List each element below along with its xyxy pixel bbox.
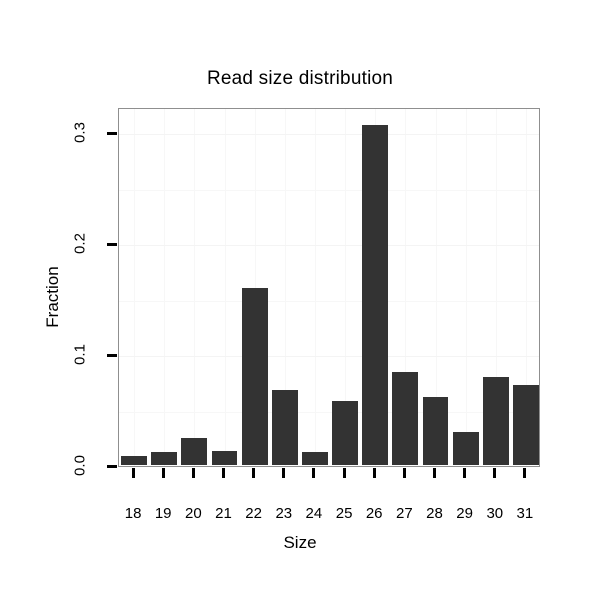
x-axis-tick	[493, 468, 497, 478]
bar	[422, 396, 449, 465]
gridline-vertical	[405, 109, 407, 466]
y-axis-tick-label: 0.2	[71, 233, 89, 254]
gridline-vertical	[345, 109, 347, 466]
bar	[241, 288, 268, 465]
y-axis-tick-label: 0.0	[71, 455, 89, 476]
bar	[302, 452, 328, 465]
bar	[362, 124, 389, 465]
x-axis-tick	[222, 468, 225, 478]
y-axis-tick	[107, 464, 117, 468]
bar	[392, 371, 419, 465]
bar	[482, 376, 509, 465]
gridline-vertical	[435, 109, 437, 466]
gridline-vertical	[134, 109, 136, 466]
x-axis-title: Size	[283, 533, 317, 552]
x-axis-tick	[433, 468, 436, 478]
bar	[181, 437, 208, 465]
x-axis-tick	[523, 468, 527, 478]
x-axis-tick-label: 26	[365, 505, 383, 522]
bar	[271, 389, 298, 465]
x-axis-tick	[252, 468, 256, 478]
bar	[151, 452, 178, 465]
x-axis-tick-label: 27	[396, 505, 413, 522]
y-axis-tick	[107, 242, 117, 246]
bar	[452, 431, 479, 465]
gridline-horizontal-major	[119, 134, 539, 135]
y-axis-tick	[107, 353, 117, 357]
gridline-vertical	[314, 109, 316, 466]
gridline-vertical	[495, 109, 497, 466]
y-axis-tick	[107, 131, 117, 135]
x-axis-tick-label: 25	[335, 505, 353, 522]
plot-panel	[118, 108, 540, 467]
x-axis-tick	[372, 468, 376, 478]
gridline-horizontal-minor	[119, 300, 539, 302]
bar	[211, 450, 238, 465]
gridline-horizontal-minor	[119, 189, 539, 191]
gridline-horizontal-major	[119, 245, 539, 246]
x-axis-tick-label: 20	[185, 505, 202, 522]
x-axis-tick-label: 22	[245, 505, 262, 522]
gridline-vertical	[525, 109, 527, 466]
y-axis-tick-label: 0.3	[71, 122, 89, 143]
y-axis-tick-label: 0.1	[71, 344, 89, 365]
gridline-vertical	[194, 109, 196, 466]
gridline-horizontal-major	[119, 356, 539, 357]
bar	[121, 455, 147, 465]
gridline-vertical	[224, 109, 226, 466]
x-axis-tick	[312, 468, 316, 478]
x-axis-tick	[463, 468, 467, 478]
x-axis-tick-label: 18	[124, 505, 142, 522]
x-axis-tick-label: 23	[275, 505, 293, 522]
x-axis-tick	[131, 468, 135, 478]
gridline-vertical	[254, 109, 256, 466]
x-axis-tick	[161, 468, 165, 478]
x-axis-tick-label: 30	[486, 505, 504, 522]
x-axis-tick-label: 21	[215, 505, 232, 522]
x-axis-tick-label: 29	[456, 505, 473, 522]
bar	[332, 400, 358, 465]
x-axis-tick-label: 28	[426, 505, 443, 522]
x-axis-tick-label: 31	[516, 505, 534, 522]
x-axis-tick-label: 24	[305, 505, 323, 522]
gridline-horizontal-minor	[119, 411, 539, 413]
gridline-vertical	[465, 109, 467, 466]
gridline-vertical	[164, 109, 166, 466]
bar	[513, 384, 539, 465]
x-axis-tick	[402, 468, 406, 478]
x-axis-tick-label: 19	[154, 505, 172, 522]
chart-title: Read size distribution	[206, 68, 394, 89]
x-axis-tick	[342, 468, 346, 478]
x-axis-tick	[282, 468, 286, 478]
x-axis-tick	[191, 468, 195, 478]
gridline-vertical	[284, 109, 286, 466]
